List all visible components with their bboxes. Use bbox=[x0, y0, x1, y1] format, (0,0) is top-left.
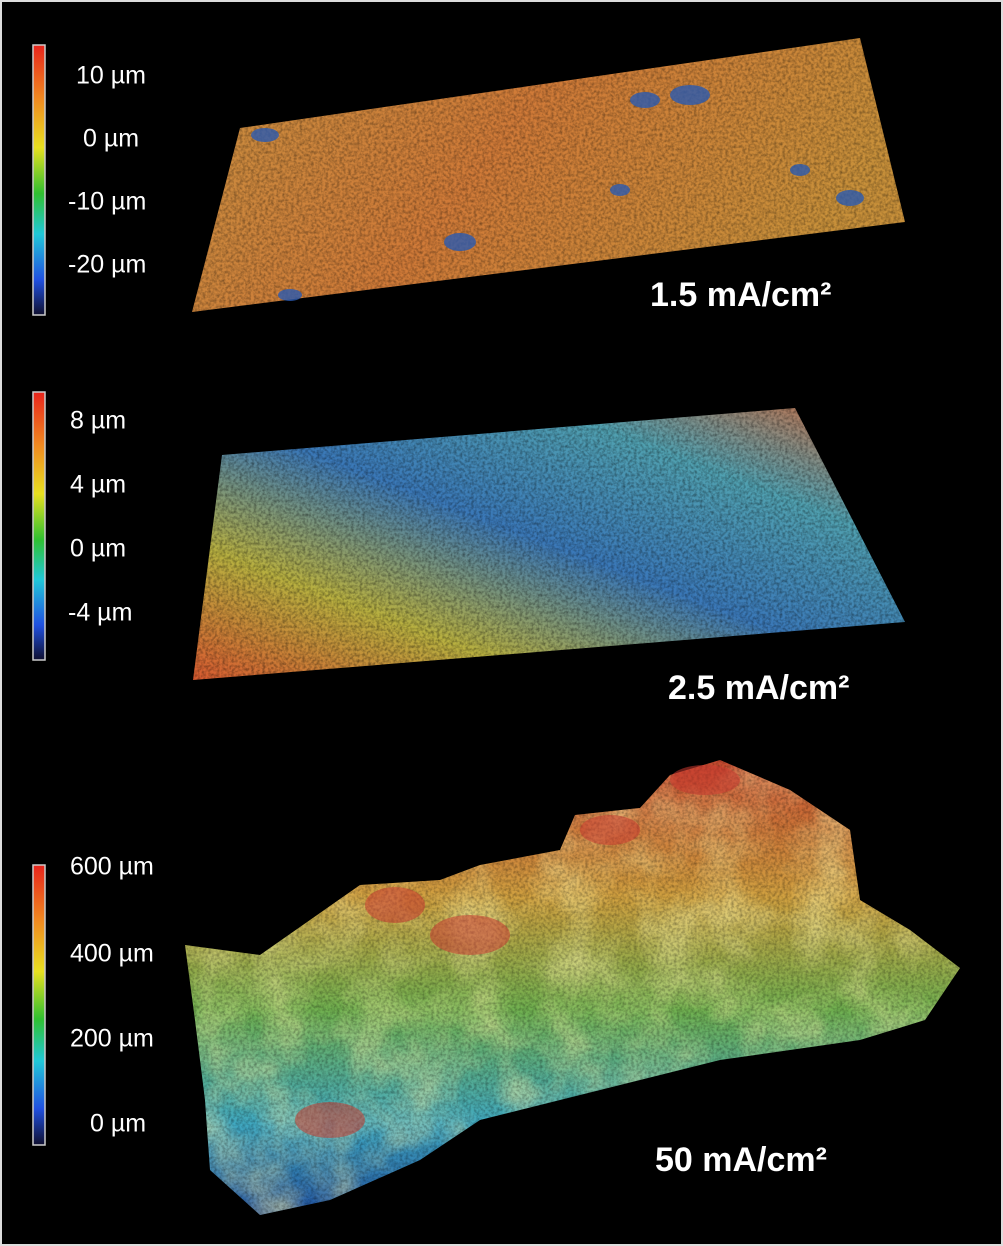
current-density: 50 mA/cm² bbox=[655, 1141, 827, 1179]
scale-label: 600 µm bbox=[70, 853, 154, 881]
panel: 10 µm 0 µm -10 µm -20 µm 1.5 mA/cm² bbox=[32, 38, 905, 316]
color-scale bbox=[32, 864, 46, 1146]
scale-label: 8 µm bbox=[70, 407, 126, 435]
peaks bbox=[295, 765, 740, 1138]
scale-label: -10 µm bbox=[68, 188, 146, 216]
surface-texture bbox=[185, 760, 960, 1215]
scale-label: 400 µm bbox=[70, 940, 154, 968]
panel: 8 µm 4 µm 0 µm -4 µm 2.5 mA/cm² bbox=[32, 391, 905, 707]
scale-label: -20 µm bbox=[68, 251, 146, 279]
scale-label: -4 µm bbox=[68, 599, 132, 627]
scale-label: 0 µm bbox=[83, 125, 139, 153]
scale-label: 4 µm bbox=[70, 471, 126, 499]
current-density: 2.5 mA/cm² bbox=[668, 669, 849, 707]
scale-label: 0 µm bbox=[90, 1110, 146, 1138]
pits bbox=[251, 85, 864, 301]
scale-label: 200 µm bbox=[70, 1025, 154, 1053]
scale-label: 10 µm bbox=[76, 62, 146, 90]
color-scale bbox=[32, 44, 46, 316]
current-density: 1.5 mA/cm² bbox=[650, 276, 831, 314]
surface-texture bbox=[192, 38, 905, 312]
panel: 600 µm 400 µm 200 µm 0 µm 50 mA/cm² bbox=[32, 760, 960, 1215]
surface-texture bbox=[193, 408, 905, 680]
color-scale bbox=[32, 391, 46, 661]
scale-label: 0 µm bbox=[70, 535, 126, 563]
